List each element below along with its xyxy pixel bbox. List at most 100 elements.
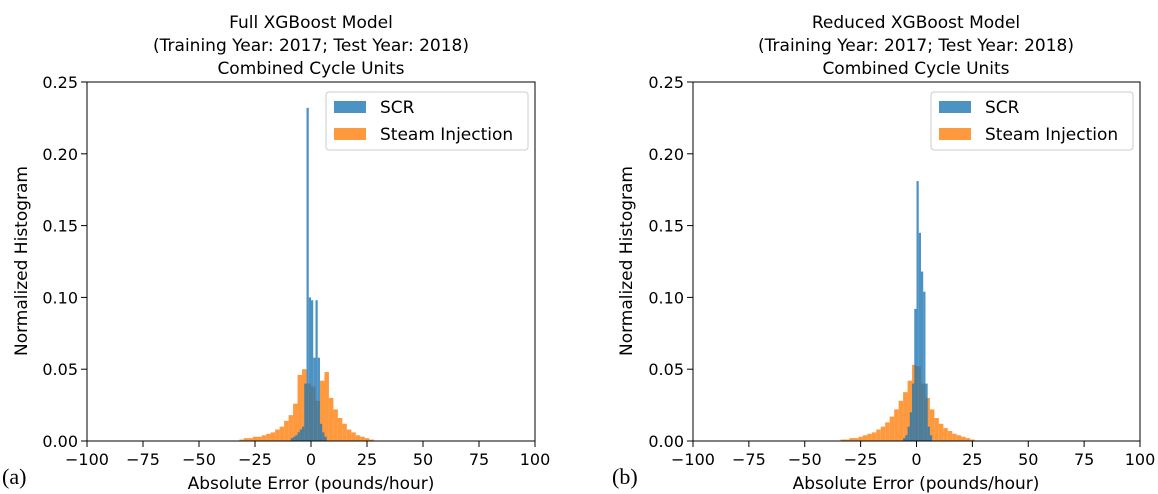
panel-label-b: (b) <box>612 464 638 489</box>
bar-steam-injection-24 <box>346 429 352 441</box>
x-tick-label: −100 <box>65 450 109 469</box>
legend-label-scr: SCR <box>380 98 415 118</box>
bar-scr-7 <box>306 107 309 441</box>
bar-steam-injection-2 <box>849 438 854 441</box>
bar-scr-10 <box>925 383 928 441</box>
y-tick-label: 0.05 <box>42 360 78 379</box>
bar-steam-injection-27 <box>961 436 966 441</box>
bar-scr-4 <box>912 383 915 441</box>
legend-box <box>325 91 529 151</box>
x-tick-label: 50 <box>1018 450 1038 469</box>
bar-scr-4 <box>299 429 303 441</box>
y-tick-label: 0.20 <box>42 145 78 164</box>
legend-box <box>930 91 1134 151</box>
y-axis-label: Normalized Histogram <box>617 166 637 356</box>
bar-scr-8 <box>920 271 924 441</box>
bar-steam-injection-12 <box>894 409 899 441</box>
chart-title-line-1: Reduced XGBoost Model <box>812 13 1020 33</box>
legend-label-steam-injection: Steam Injection <box>380 125 513 145</box>
bar-steam-injection-20 <box>328 397 334 441</box>
bar-steam-injection-27 <box>360 436 365 441</box>
bar-steam-injection-29 <box>369 439 374 441</box>
chart-panel-b: Reduced XGBoost Model (Training Year: 20… <box>612 13 1155 494</box>
chart-title-line-1: Full XGBoost Model <box>229 13 393 33</box>
x-axis-label: Absolute Error (pounds/hour) <box>188 474 435 494</box>
bar-scr-3 <box>909 412 913 441</box>
bar-steam-injection-7 <box>871 432 877 441</box>
legend-swatch-scr <box>939 101 971 113</box>
x-tick-label: −100 <box>671 450 715 469</box>
bar-steam-injection-19 <box>925 397 930 441</box>
x-tick-label: −25 <box>844 450 878 469</box>
bar-scr-1 <box>293 436 296 441</box>
bar-scr-10 <box>313 357 316 441</box>
bar-steam-injection-3 <box>252 436 258 441</box>
bar-steam-injection-0 <box>840 439 845 441</box>
bar-steam-injection-28 <box>965 438 971 441</box>
y-tick-label: 0.00 <box>42 432 78 451</box>
bar-scr-5 <box>302 426 305 441</box>
bar-steam-injection-14 <box>903 392 908 441</box>
legend-label-steam-injection: Steam Injection <box>985 125 1118 145</box>
bar-scr-11 <box>927 426 930 441</box>
x-tick-label: 100 <box>1125 450 1156 469</box>
legend-label-scr: SCR <box>985 98 1020 118</box>
bar-steam-injection-23 <box>342 423 347 441</box>
bar-scr-0 <box>903 438 906 441</box>
x-tick-label: −50 <box>788 450 822 469</box>
x-tick-label: 100 <box>520 450 551 469</box>
bar-steam-injection-4 <box>858 436 863 441</box>
y-axis: 0.00 0.05 0.10 0.15 0.20 0.25 <box>648 73 693 451</box>
x-tick-label: 25 <box>962 450 982 469</box>
x-tick-label: 75 <box>469 450 489 469</box>
bar-scr-3 <box>297 432 300 441</box>
bar-steam-injection-5 <box>862 435 868 441</box>
bar-steam-injection-25 <box>952 433 957 441</box>
bar-steam-injection-15 <box>907 380 913 441</box>
x-tick-label: 75 <box>1074 450 1094 469</box>
bar-steam-injection-2 <box>248 438 253 441</box>
bar-steam-injection-21 <box>333 409 338 441</box>
bar-steam-injection-6 <box>266 433 271 441</box>
bar-steam-injection-8 <box>275 429 280 441</box>
bar-steam-injection-0 <box>239 439 244 441</box>
x-tick-label: −75 <box>126 450 160 469</box>
y-tick-label: 0.20 <box>648 145 684 164</box>
bar-scr-13 <box>319 423 323 441</box>
x-tick-label: −75 <box>732 450 766 469</box>
y-tick-label: 0.25 <box>42 73 78 92</box>
bar-scr-12 <box>317 357 320 441</box>
y-tick-label: 0.15 <box>42 217 78 236</box>
bar-steam-injection-3 <box>853 438 859 441</box>
bar-steam-injection-5 <box>261 435 267 441</box>
bar-scr-6 <box>916 181 919 441</box>
bar-steam-injection-9 <box>279 426 285 441</box>
bar-steam-injection-11 <box>288 415 294 441</box>
bar-steam-injection-28 <box>364 438 370 441</box>
legend-swatch-scr <box>334 101 366 113</box>
bar-steam-injection-9 <box>880 426 886 441</box>
bar-steam-injection-24 <box>947 430 953 441</box>
bar-steam-injection-26 <box>355 435 361 441</box>
bar-steam-injection-6 <box>867 433 872 441</box>
bar-scr-2 <box>295 435 298 441</box>
y-tick-label: 0.15 <box>648 217 684 236</box>
x-axis: −100 −75 −50 −25 0 25 50 75 100 <box>65 441 550 469</box>
bar-steam-injection-1 <box>844 439 850 441</box>
bar-steam-injection-25 <box>351 432 356 441</box>
bar-steam-injection-12 <box>293 403 298 441</box>
bar-steam-injection-10 <box>284 420 289 441</box>
chart-title-line-2: (Training Year: 2017; Test Year: 2018) <box>153 36 469 56</box>
bar-steam-injection-23 <box>943 428 948 441</box>
x-tick-label: 25 <box>357 450 377 469</box>
bar-scr-11 <box>315 300 318 441</box>
x-tick-label: 0 <box>306 450 316 469</box>
x-tick-label: 50 <box>413 450 433 469</box>
bar-scr-0 <box>290 438 294 441</box>
bar-steam-injection-7 <box>270 432 276 441</box>
bar-scr-15 <box>324 436 327 441</box>
chart-title-line-2: (Training Year: 2017; Test Year: 2018) <box>758 36 1074 56</box>
bar-scr-1 <box>905 435 908 441</box>
legend: SCR Steam Injection <box>930 91 1134 151</box>
